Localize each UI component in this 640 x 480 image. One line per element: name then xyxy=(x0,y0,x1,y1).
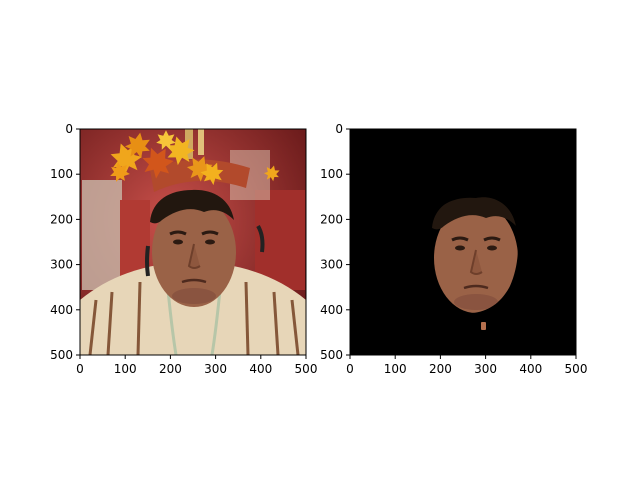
y-tick-label: 200 xyxy=(320,212,343,226)
y-tick-label: 100 xyxy=(320,167,343,181)
y-tick-label: 0 xyxy=(65,122,73,136)
x-tick-label: 0 xyxy=(76,362,84,376)
y-tick-label: 200 xyxy=(50,212,73,226)
y-tick-label: 500 xyxy=(50,348,73,362)
left-image-panel xyxy=(80,129,306,355)
x-tick-label: 300 xyxy=(474,362,497,376)
x-tick-label: 100 xyxy=(114,362,137,376)
mask-fragment xyxy=(481,322,486,330)
right-image-panel xyxy=(350,129,576,355)
y-tick-label: 400 xyxy=(50,303,73,317)
y-tick-label: 100 xyxy=(50,167,73,181)
x-tick-label: 500 xyxy=(565,362,588,376)
y-tick-label: 500 xyxy=(320,348,343,362)
y-tick-label: 400 xyxy=(320,303,343,317)
x-tick-label: 100 xyxy=(384,362,407,376)
x-tick-label: 400 xyxy=(249,362,272,376)
x-tick-label: 200 xyxy=(159,362,182,376)
x-tick-label: 500 xyxy=(295,362,318,376)
x-tick-label: 0 xyxy=(346,362,354,376)
x-tick-label: 400 xyxy=(519,362,542,376)
y-tick-label: 300 xyxy=(320,258,343,272)
x-tick-label: 200 xyxy=(429,362,452,376)
y-tick-label: 0 xyxy=(335,122,343,136)
x-tick-label: 300 xyxy=(204,362,227,376)
y-tick-label: 300 xyxy=(50,258,73,272)
